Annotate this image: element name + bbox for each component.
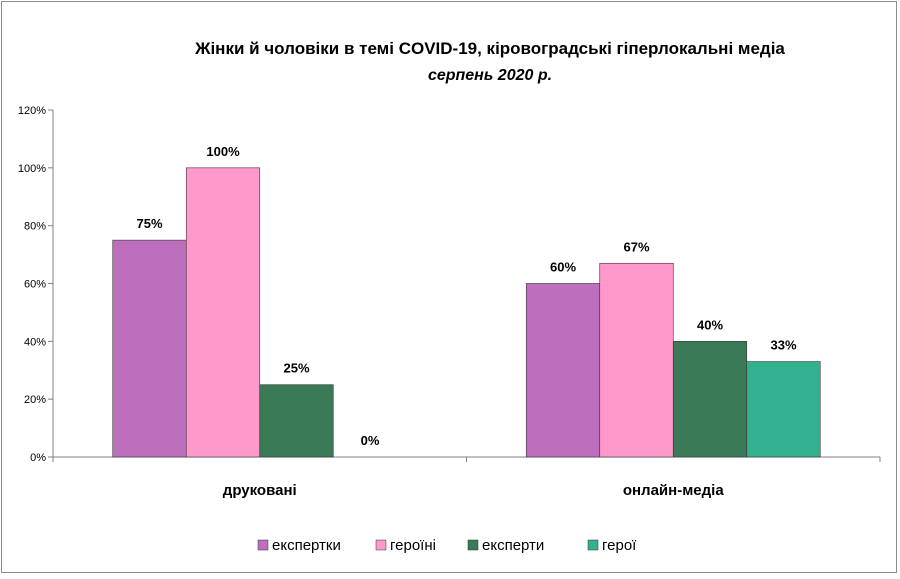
y-tick-label: 40% bbox=[24, 336, 46, 348]
data-label: 60% bbox=[550, 260, 576, 275]
legend-swatch bbox=[257, 539, 269, 551]
bar bbox=[259, 384, 334, 458]
y-tick-label: 80% bbox=[24, 221, 46, 233]
x-category-label: онлайн-медіа bbox=[623, 482, 724, 499]
chart-bars: 75% 100% 25% 0% 60% 67% 40% 33% bbox=[112, 144, 821, 458]
x-category-label: друковані bbox=[223, 482, 297, 499]
data-label: 75% bbox=[136, 216, 162, 231]
y-tick-label: 20% bbox=[24, 394, 46, 406]
chart-subtitle: серпень 2020 р. bbox=[428, 67, 552, 84]
bar bbox=[672, 341, 748, 458]
data-label: 0% bbox=[361, 433, 380, 448]
bar bbox=[599, 262, 674, 458]
legend-swatch bbox=[467, 539, 479, 551]
bar bbox=[185, 167, 261, 458]
y-tick-label: 100% bbox=[18, 163, 46, 175]
data-label: 33% bbox=[770, 338, 796, 353]
y-tick-label: 120% bbox=[18, 105, 46, 117]
y-tick-label: 60% bbox=[24, 279, 46, 291]
bar bbox=[525, 283, 601, 458]
data-label: 100% bbox=[206, 144, 240, 159]
data-label: 67% bbox=[623, 239, 649, 254]
chart-title: Жінки й чоловіки в темі COVID-19, кірово… bbox=[194, 39, 785, 58]
data-label: 25% bbox=[283, 361, 309, 376]
chart-axes: 0% 20% 40% 60% 80% 100% 120% друковані онлайн-ме… bbox=[18, 105, 881, 499]
legend-swatch bbox=[587, 539, 599, 551]
legend-label: героїні bbox=[390, 537, 436, 554]
data-label: 40% bbox=[697, 317, 723, 332]
bar bbox=[746, 361, 821, 458]
legend-swatch bbox=[375, 539, 387, 551]
bar bbox=[112, 239, 187, 458]
y-tick-label: 0% bbox=[30, 452, 46, 464]
chart-legend: експертки героїні експерти герої bbox=[257, 537, 637, 554]
legend-label: експертки bbox=[272, 537, 341, 554]
legend-label: експерти bbox=[482, 537, 544, 554]
legend-label: герої bbox=[602, 537, 637, 554]
